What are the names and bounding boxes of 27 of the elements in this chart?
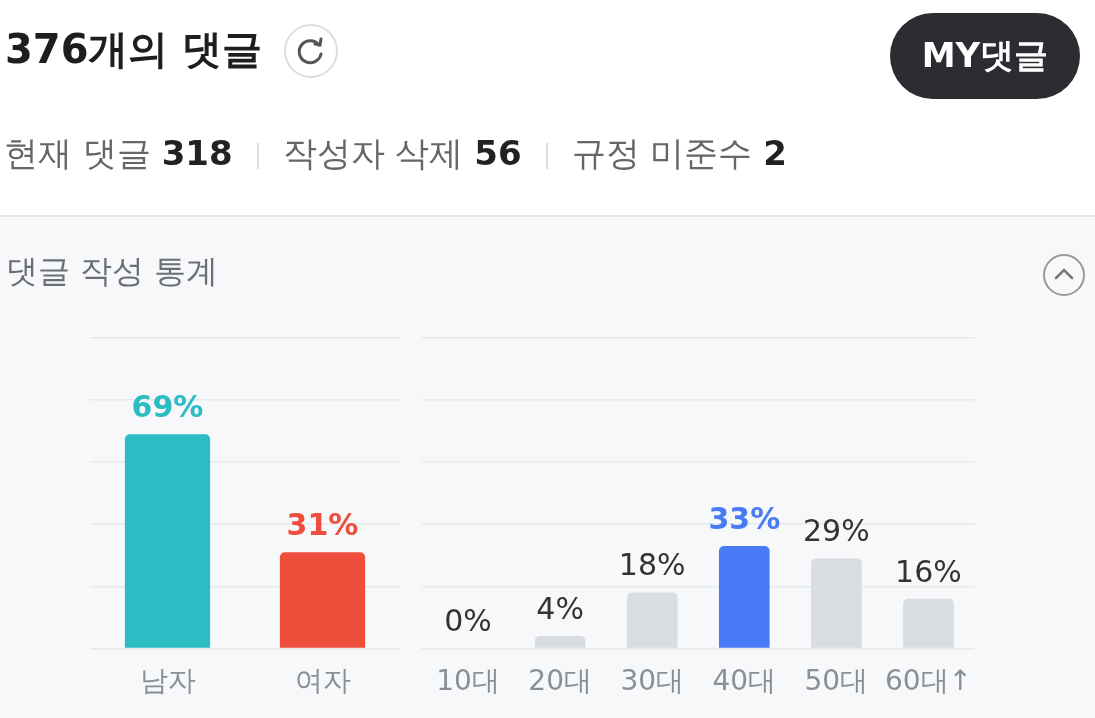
bar xyxy=(626,592,678,648)
data-label: 4% xyxy=(536,590,584,626)
text: 376개의 댓글 xyxy=(5,25,263,74)
text: 규정 미준수 2 xyxy=(571,133,787,173)
x-tick-label: 10대 xyxy=(436,664,500,698)
x-tick-label: 여자 xyxy=(294,664,351,698)
x-tick-label: 40대 xyxy=(712,664,777,698)
x-tick-label: 20대 xyxy=(528,664,592,698)
bar xyxy=(903,598,954,648)
x-tick-label: 50대 xyxy=(804,664,869,698)
x-tick-label: 30대 xyxy=(620,664,685,698)
data-label: 18% xyxy=(618,547,686,583)
data-label: 29% xyxy=(803,513,870,549)
x-tick-label: 60대↑ xyxy=(884,664,972,698)
bar xyxy=(534,635,586,648)
bar xyxy=(718,545,770,648)
data-label: 16% xyxy=(895,553,962,589)
bar xyxy=(811,558,862,648)
data-label: 0% xyxy=(444,603,492,639)
text: 현재 댓글 318 xyxy=(4,133,233,173)
text: MY댓글 xyxy=(890,13,1080,99)
x-tick-label: 남자 xyxy=(139,664,196,698)
text: 작성자 삭제 56 xyxy=(282,133,522,173)
text: 댓글 작성 통계 xyxy=(6,251,219,292)
data-label: 31% xyxy=(286,506,359,542)
data-label: 33% xyxy=(708,500,781,536)
data-label: 69% xyxy=(131,389,204,425)
